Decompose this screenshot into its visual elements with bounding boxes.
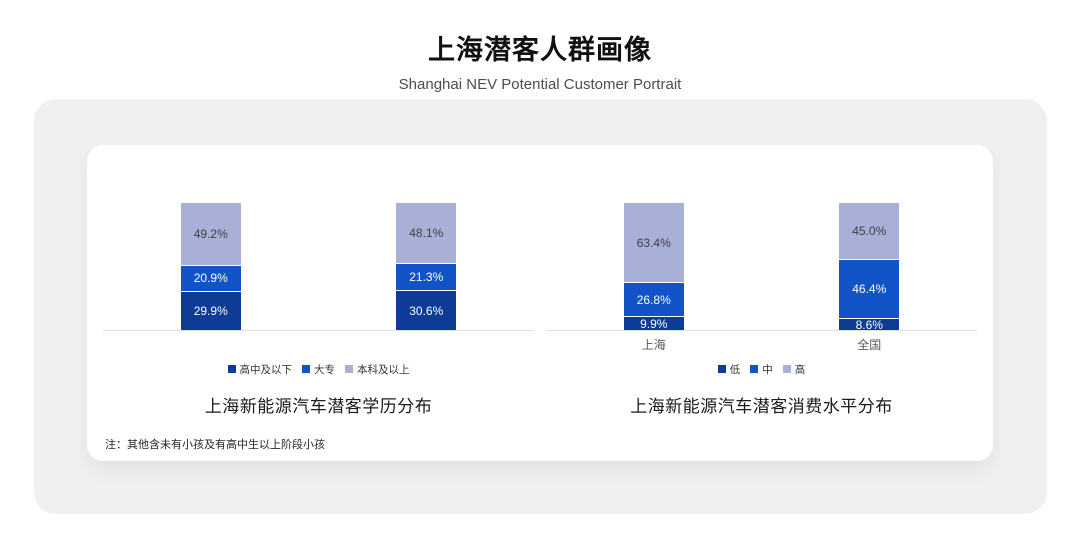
- consumption-legend: 低中高: [546, 362, 977, 377]
- bar-value-label: 49.2%: [193, 226, 228, 241]
- stacked-bar: 30.6% 21.3% 48.1%: [396, 203, 457, 330]
- bar-value-label: 20.9%: [193, 271, 228, 286]
- legend-label: 低: [729, 363, 741, 376]
- legend-swatch: [345, 365, 353, 373]
- bar-segment: 26.8%: [623, 283, 684, 318]
- chart-card: 29.9% 20.9% 49.2% 30.6% 21.3% 48.1% 高中及以下 大专 本科…: [87, 145, 993, 461]
- legend-label: 中: [762, 363, 773, 376]
- legend-item: 高中及以下: [227, 362, 293, 377]
- bar-value-label: 9.9%: [640, 316, 668, 331]
- page-subtitle: Shanghai NEV Potential Customer Portrait: [398, 76, 682, 93]
- consumption-chart: 9.9% 26.8% 63.4% 8.6% 46.4% 45.0% 上海 全国 低 中 高 上海…: [546, 145, 977, 417]
- bar-value-label: 63.4%: [636, 235, 671, 250]
- legend-item: 高: [782, 362, 806, 377]
- stacked-bar: 9.9% 26.8% 63.4%: [623, 203, 684, 331]
- category-label: 全国: [857, 338, 882, 352]
- bar-value-label: 29.9%: [193, 304, 228, 319]
- bar-value-label: 48.1%: [409, 226, 444, 241]
- category-label: [396, 336, 456, 351]
- category-label: 上海: [641, 338, 666, 352]
- bar-segment: 46.4%: [839, 260, 900, 320]
- bar-segment: 20.9%: [180, 265, 241, 293]
- bar-segment: 30.6%: [396, 291, 457, 330]
- legend-item: 低: [717, 362, 741, 377]
- legend-label: 大专: [314, 363, 335, 376]
- legend-item: 本科及以上: [345, 362, 410, 377]
- bar-segment: 8.6%: [839, 317, 900, 332]
- bar-value-label: 45.0%: [852, 224, 887, 239]
- consumption-chart-title: 上海新能源汽车潜客消费水平分布: [630, 397, 893, 416]
- education-legend: 高中及以下 大专 本科及以上: [103, 362, 534, 377]
- bar-value-label: 26.8%: [636, 292, 671, 307]
- bar-value-label: 21.3%: [409, 270, 444, 285]
- legend-swatch: [227, 365, 236, 373]
- legend-swatch: [782, 365, 791, 373]
- charts-row: 29.9% 20.9% 49.2% 30.6% 21.3% 48.1% 高中及以下 大专 本科…: [87, 145, 993, 417]
- legend-label: 高: [794, 363, 806, 376]
- legend-item: 大专: [302, 362, 335, 377]
- bar-segment: 9.9%: [623, 316, 684, 331]
- stacked-bar: 8.6% 46.4% 45.0%: [839, 203, 900, 332]
- legend-swatch: [302, 365, 310, 373]
- bar-segment: 29.9%: [180, 292, 241, 330]
- legend-swatch: [717, 365, 726, 373]
- education-chart-title: 上海新能源汽车潜客学历分布: [204, 397, 433, 416]
- bar-segment: 48.1%: [396, 203, 457, 265]
- bar-segment: 45.0%: [839, 203, 900, 261]
- legend-label: 高中及以下: [239, 363, 293, 376]
- content-panel: 29.9% 20.9% 49.2% 30.6% 21.3% 48.1% 高中及以下 大专 本科…: [34, 99, 1047, 514]
- consumption-plot-area: 9.9% 26.8% 63.4% 8.6% 46.4% 45.0%: [546, 203, 977, 331]
- footnote: 注：其他含未有小孩及有高中生以上阶段小孩: [105, 439, 325, 451]
- education-chart: 29.9% 20.9% 49.2% 30.6% 21.3% 48.1% 高中及以下 大专 本科…: [103, 145, 534, 417]
- header: 上海潜客人群画像 Shanghai NEV Potential Customer…: [0, 28, 1080, 93]
- bar-value-label: 8.6%: [855, 317, 883, 332]
- bar-segment: 49.2%: [180, 203, 241, 266]
- bar-value-label: 30.6%: [409, 303, 444, 318]
- bar-value-label: 46.4%: [852, 282, 887, 297]
- bar-segment: 21.3%: [396, 264, 457, 292]
- legend-swatch: [750, 365, 759, 373]
- page-title: 上海潜客人群画像: [428, 35, 652, 65]
- stacked-bar: 29.9% 20.9% 49.2%: [180, 203, 241, 330]
- education-plot-area: 29.9% 20.9% 49.2% 30.6% 21.3% 48.1%: [103, 203, 534, 331]
- legend-item: 中: [750, 362, 773, 377]
- legend-label: 本科及以上: [357, 363, 410, 376]
- consumption-category-axis: 上海 全国: [546, 336, 977, 352]
- education-category-axis: [103, 336, 534, 351]
- bar-segment: 63.4%: [623, 203, 684, 284]
- category-label: [181, 336, 241, 351]
